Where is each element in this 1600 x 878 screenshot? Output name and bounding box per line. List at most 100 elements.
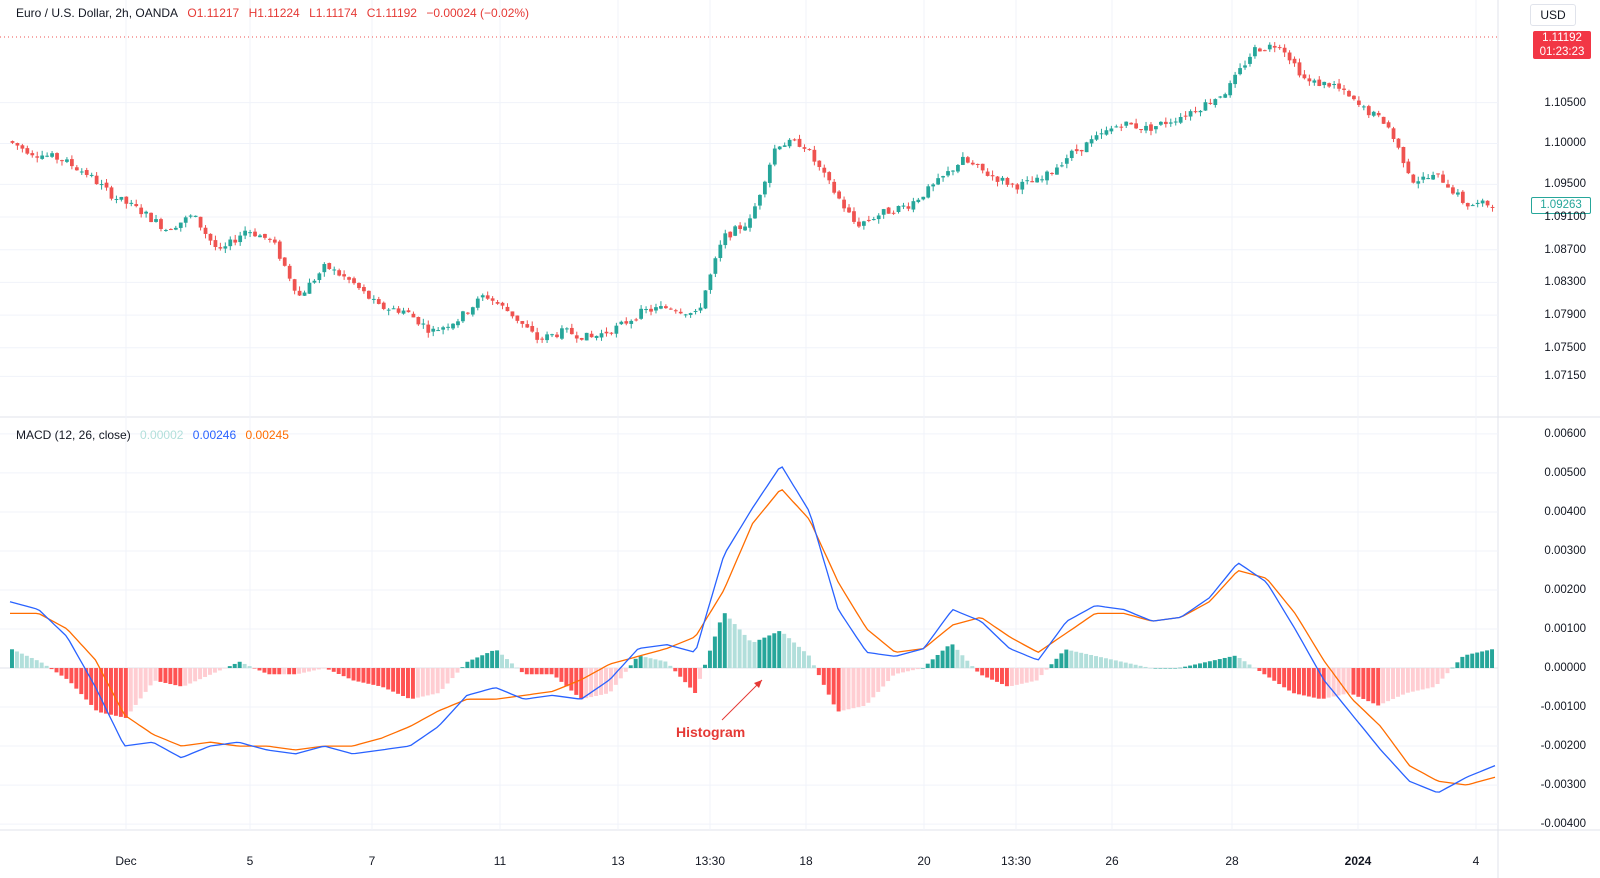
- candle-body: [79, 171, 84, 173]
- histogram-bar: [797, 646, 802, 669]
- histogram-bar: [1049, 664, 1054, 669]
- candle-body: [852, 211, 856, 222]
- histogram-bar: [1188, 665, 1193, 669]
- histogram-bar: [1168, 668, 1173, 669]
- histogram-bar: [549, 668, 554, 675]
- histogram-bar: [178, 668, 183, 687]
- candle-body: [1317, 79, 1322, 87]
- histogram-bar: [1029, 668, 1034, 682]
- histogram-bar: [1485, 650, 1490, 669]
- histogram-bar: [1237, 657, 1242, 669]
- histogram-bar: [118, 668, 123, 717]
- histogram-bar: [237, 661, 242, 669]
- candle-body: [599, 333, 604, 338]
- time-tick-label: 5: [246, 854, 254, 868]
- histogram-bar: [524, 668, 529, 675]
- histogram-bar: [272, 668, 277, 675]
- histogram-bar: [534, 668, 539, 675]
- histogram-bar: [1425, 668, 1430, 689]
- candle-body: [1055, 167, 1059, 175]
- candle-body: [1059, 165, 1064, 167]
- currency-selector[interactable]: USD: [1530, 4, 1576, 26]
- open-value: O1.11217: [187, 6, 240, 20]
- histogram-bar: [79, 668, 84, 695]
- histogram-bar: [707, 650, 712, 669]
- histogram-bar: [485, 653, 490, 669]
- price-tick-label: 1.08300: [1544, 276, 1586, 289]
- histogram-bar: [816, 668, 821, 676]
- candle-body: [555, 334, 559, 338]
- histogram-bar: [1108, 659, 1113, 669]
- candle-body: [866, 219, 871, 221]
- histogram-annotation: Histogram: [676, 724, 746, 740]
- histogram-bar: [1247, 664, 1252, 669]
- histogram-bar: [460, 667, 465, 669]
- candle-body: [134, 204, 139, 207]
- histogram-bar: [257, 668, 262, 671]
- histogram-bar: [168, 668, 173, 685]
- histogram-bar: [747, 640, 752, 669]
- candle-body: [1183, 115, 1188, 117]
- histogram-bar: [1420, 668, 1425, 690]
- histogram-bar: [653, 659, 658, 669]
- signal-line: [10, 488, 1496, 786]
- candle-body: [1337, 83, 1341, 89]
- histogram-bar: [19, 653, 24, 669]
- histogram-bar: [445, 668, 450, 684]
- candle-body: [857, 221, 861, 227]
- candle-body: [1475, 202, 1480, 205]
- candle-body: [812, 149, 817, 162]
- histogram-bar: [613, 668, 618, 685]
- candle-body: [1312, 80, 1317, 83]
- candle-body: [1079, 149, 1084, 152]
- candle-body: [1451, 187, 1455, 194]
- histogram-bar: [1386, 668, 1391, 702]
- candle-body: [233, 239, 238, 243]
- candle-body: [1074, 149, 1079, 152]
- candle-body: [990, 175, 995, 177]
- low-value: L1.11174: [309, 6, 358, 20]
- candle-body: [1386, 122, 1391, 128]
- candle-body: [718, 244, 723, 258]
- histogram-bar: [1039, 668, 1044, 676]
- histogram-bar: [1460, 656, 1465, 669]
- candle-body: [589, 333, 594, 338]
- candle-body: [1416, 181, 1421, 184]
- histogram-bar: [1079, 652, 1084, 669]
- histogram-bar: [698, 668, 703, 679]
- histogram-bar: [767, 635, 772, 669]
- candle-body: [738, 225, 743, 230]
- candle-body: [386, 309, 391, 311]
- candle-body: [688, 313, 693, 315]
- candle-body: [797, 138, 802, 147]
- histogram-bar: [1405, 668, 1410, 693]
- candle-body: [198, 216, 203, 228]
- candle-body: [1272, 45, 1277, 48]
- histogram-bar: [633, 658, 638, 669]
- candle-body: [371, 298, 376, 300]
- candle-body: [698, 307, 703, 311]
- candle-body: [20, 145, 25, 149]
- histogram-bar: [208, 668, 212, 675]
- histogram-bar: [435, 668, 440, 694]
- candle-body: [881, 209, 886, 215]
- histogram-bar: [143, 668, 148, 692]
- histogram-bar: [663, 661, 668, 669]
- candle-body: [431, 328, 436, 332]
- histogram-bar: [871, 668, 876, 698]
- histogram-bar: [138, 668, 143, 699]
- histogram-bar: [559, 668, 564, 682]
- candle-body: [1124, 121, 1129, 126]
- histogram-bar: [490, 650, 495, 669]
- candle-body: [183, 217, 188, 223]
- candle-body: [1455, 192, 1460, 195]
- histogram-bar: [1084, 653, 1089, 669]
- histogram-bar: [668, 665, 673, 669]
- candle-body: [574, 335, 579, 339]
- histogram-bar: [1321, 668, 1326, 699]
- candle-body: [758, 194, 762, 206]
- candle-body: [366, 290, 371, 299]
- histogram-bar: [163, 668, 168, 683]
- candle-body: [782, 145, 787, 147]
